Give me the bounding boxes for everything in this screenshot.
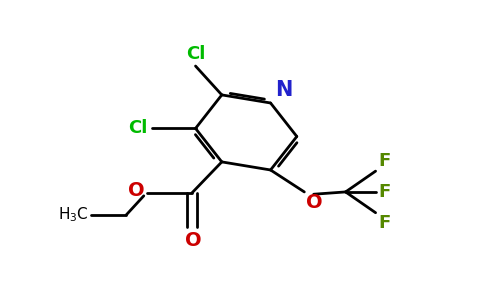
- Text: Cl: Cl: [129, 119, 148, 137]
- Text: O: O: [185, 231, 202, 250]
- Text: F: F: [378, 152, 391, 170]
- Text: Cl: Cl: [186, 45, 205, 63]
- Text: F: F: [378, 214, 391, 232]
- Text: O: O: [306, 193, 323, 212]
- Text: O: O: [128, 181, 145, 200]
- Text: F: F: [378, 183, 391, 201]
- Text: N: N: [275, 80, 292, 100]
- Text: H$_3$C: H$_3$C: [58, 206, 89, 224]
